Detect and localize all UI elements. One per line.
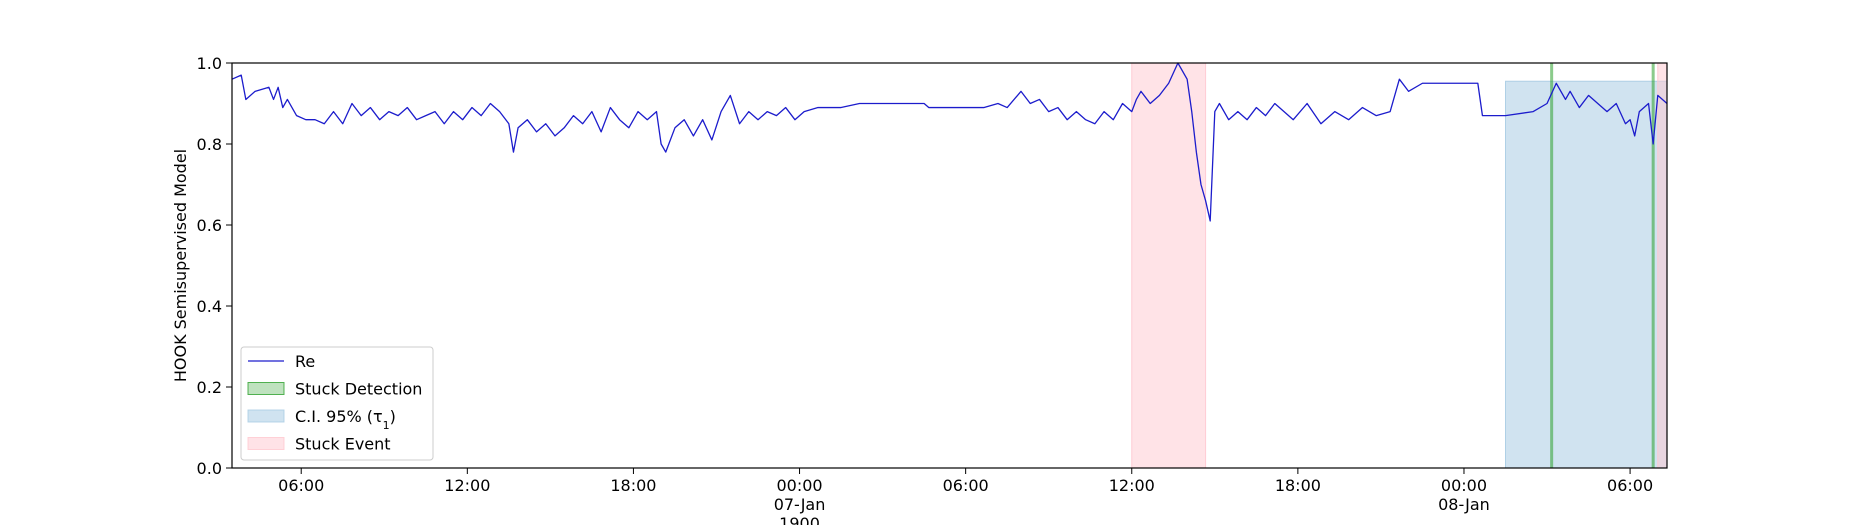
- y-tick-label: 0.6: [197, 216, 222, 235]
- x-tick-label: 06:00: [943, 476, 989, 495]
- x-tick-label: 18:00: [1275, 476, 1321, 495]
- x-tick-sublabel: 08-Jan: [1438, 495, 1490, 514]
- legend-swatch-stuck_detection: [247, 382, 285, 395]
- y-tick-label: 0.4: [197, 297, 222, 316]
- x-tick-label: 00:00: [1441, 476, 1487, 495]
- y-tick-label: 0.8: [197, 135, 222, 154]
- plot-frame: [231, 62, 1668, 469]
- legend-box: [240, 346, 434, 461]
- stuck-detection-lines: [1550, 63, 1655, 468]
- x-tick-label: 06:00: [278, 476, 324, 495]
- x-tick-label: 00:00: [776, 476, 822, 495]
- y-axis-label: HOOK Semisupervised Model: [171, 149, 190, 382]
- series-layer: [231, 62, 1668, 222]
- legend-label-stuck_detection: Stuck Detection: [295, 380, 422, 399]
- x-tick-sublabel: 07-Jan: [774, 495, 826, 514]
- y-tick-label: 0.2: [197, 378, 222, 397]
- legend-label-re: Re: [295, 352, 315, 371]
- stuck-event-region: [1131, 62, 1207, 469]
- y-tick-label: 1.0: [197, 54, 222, 73]
- legend-label-suffix: ): [390, 407, 396, 426]
- stuck-event-region: [1657, 62, 1668, 469]
- x-tick-label: 12:00: [1109, 476, 1155, 495]
- legend-swatch-ci: [247, 409, 285, 423]
- series-line-re: [231, 62, 1668, 222]
- x-tick-label: 18:00: [610, 476, 656, 495]
- shaded-regions: [1131, 62, 1668, 469]
- x-axis-offset-text: 1900: [779, 514, 820, 525]
- legend-label-stuck_event: Stuck Event: [295, 435, 391, 454]
- x-tick-label: 06:00: [1607, 476, 1653, 495]
- legend-swatch-stuck_event: [247, 437, 285, 450]
- ci-region: [1505, 80, 1668, 469]
- y-axis-ticks: 0.0 0.2 0.4 0.6 0.8 1.0: [197, 54, 232, 478]
- legend-label-subscript: 1: [383, 419, 390, 432]
- x-tick-label: 12:00: [444, 476, 490, 495]
- y-tick-label: 0.0: [197, 459, 222, 478]
